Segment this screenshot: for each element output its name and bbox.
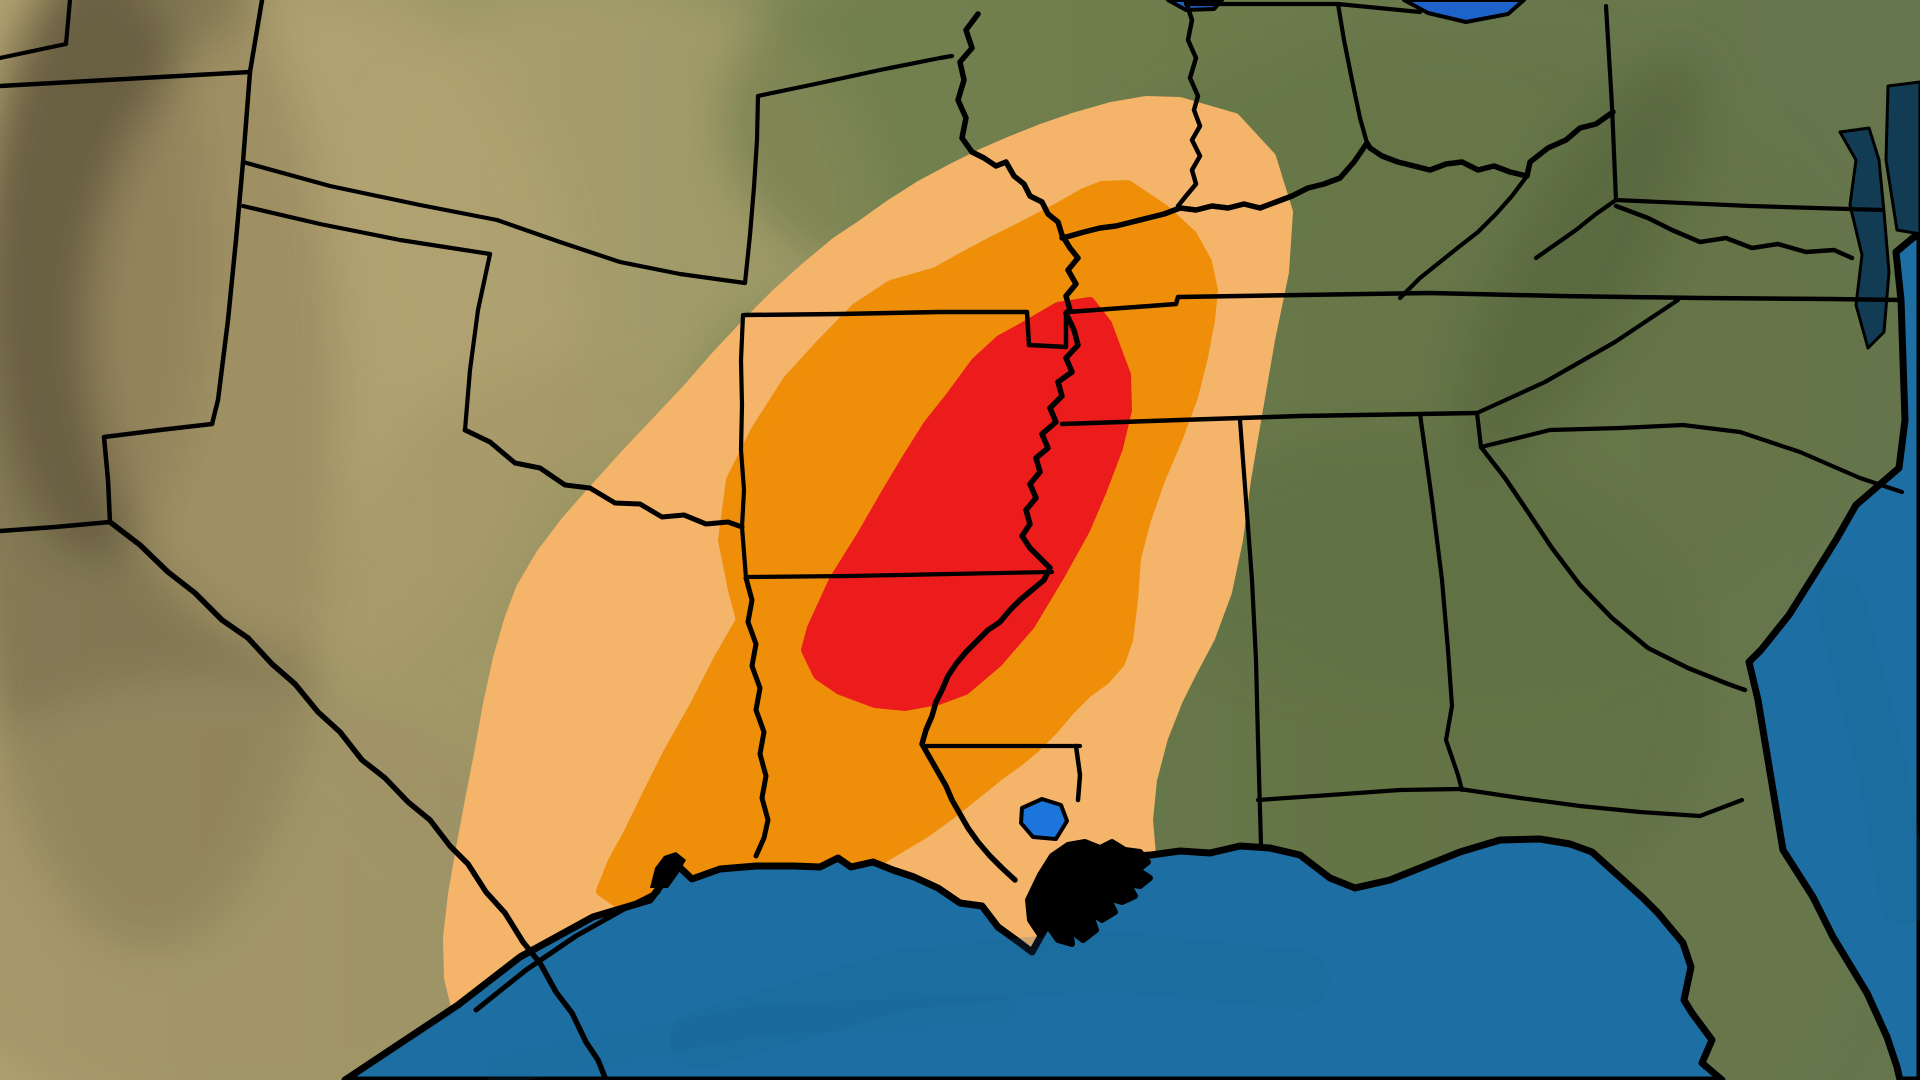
lake-erie: [1402, 0, 1526, 24]
ocean-texture-layer: [485, 575, 1920, 1080]
atlantic-ocean: [1745, 228, 1920, 1080]
border-mo-ia: [755, 53, 955, 99]
border-ok-panhandle-north: [240, 159, 500, 223]
atlantic-streak: [1815, 575, 1920, 925]
border-nc-sc: [1478, 422, 1905, 495]
border-mississippi-river-lower: [919, 232, 1081, 883]
terrain-mexico: [0, 680, 560, 1080]
marsh-layer: [650, 839, 1153, 947]
terrain-appalachia-ridge: [1457, 54, 1707, 466]
border-il-in-wabash: [1175, 0, 1203, 209]
water-layer: [341, 0, 1920, 1080]
lake-pontchartrain: [1019, 797, 1069, 841]
border-ar-la: [745, 569, 1055, 580]
border-mi-oh: [1335, 1, 1423, 15]
border-pa-wv: [1609, 103, 1619, 203]
border-ut-co-diagonal: [0, 41, 69, 61]
border-co-ks: [247, 0, 265, 75]
border-nm-mexico: [0, 519, 113, 534]
border-co-nm: [0, 69, 253, 89]
border-pearl-river: [1073, 743, 1083, 803]
border-potomac: [1613, 203, 1855, 261]
border-ok-panhandle-south: [240, 203, 493, 257]
mississippi-delta-marsh: [1025, 839, 1153, 947]
border-ga-sc-savannah: [1478, 444, 1748, 693]
ocean-top-right-corner: [1884, 80, 1920, 236]
galveston-bay: [650, 852, 686, 888]
texas-barrier-islands: [473, 889, 661, 1013]
border-ohio-river: [1059, 109, 1616, 241]
border-rio-grande: [107, 519, 609, 1080]
border-nm-east: [209, 69, 253, 427]
border-mo-ar: [742, 309, 1069, 350]
border-ut-co-vertical: [63, 0, 73, 47]
border-red-river: [462, 427, 745, 530]
border-fl-north: [1255, 786, 1745, 819]
border-ar-west: [738, 312, 749, 581]
border-nc-ga: [1474, 410, 1484, 450]
border-ky-wv-va: [1397, 173, 1530, 301]
chesapeake-bay: [1838, 126, 1891, 350]
border-ok-west: [462, 251, 493, 433]
border-ks-mo: [742, 93, 761, 286]
border-in-oh: [1335, 1, 1370, 146]
border-tn-nc: [1474, 297, 1681, 416]
border-al-ga: [1417, 411, 1465, 793]
border-ky-tn-va-nc: [1065, 290, 1905, 315]
gulf-bathymetry-streak-1: [670, 929, 1330, 1070]
risk-area-inner: [801, 297, 1132, 711]
border-mississippi-river-upper: [955, 11, 1065, 238]
border-tn-south: [1059, 410, 1480, 427]
gulf-bathymetry-streak-2: [485, 995, 1015, 1080]
border-sabine-tx-la: [743, 575, 771, 859]
border-oh-pa: [1603, 3, 1615, 109]
border-ms-al: [1237, 417, 1264, 848]
border-ks-ok: [494, 217, 748, 286]
border-wv-va-ridge: [1533, 197, 1619, 261]
border-nm-tx-step: [101, 421, 215, 525]
border-mason-dixon: [1613, 197, 1885, 213]
